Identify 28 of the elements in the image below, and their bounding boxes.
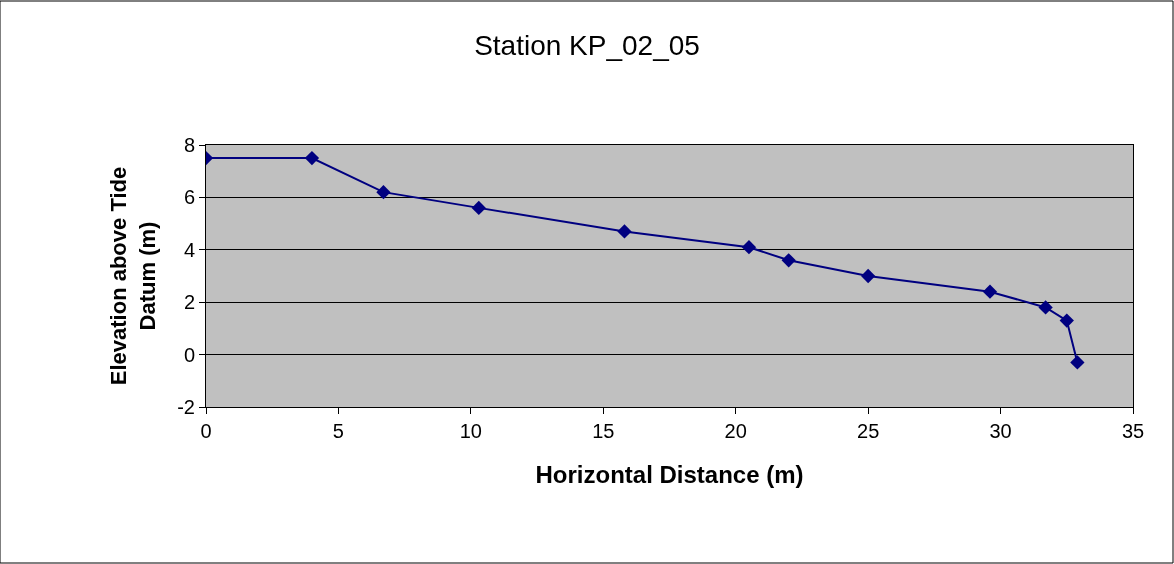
x-tick-label: 35 xyxy=(1121,420,1145,442)
point xyxy=(471,200,486,216)
point xyxy=(1038,300,1053,315)
y-tick-label: -2 xyxy=(177,396,195,418)
x-tick-label: 25 xyxy=(857,420,880,442)
x-tick-label: 20 xyxy=(724,420,747,442)
x-axis-title: Horizontal Distance (m) xyxy=(535,461,804,489)
point xyxy=(617,224,632,239)
point xyxy=(781,253,796,268)
y-tick-label: 0 xyxy=(183,343,195,366)
x-tick-label: 15 xyxy=(592,420,615,442)
chart-title: Station KP_02_05 xyxy=(474,29,700,61)
x-tick-label: 30 xyxy=(989,420,1012,442)
point xyxy=(1059,313,1074,328)
y-axis-title: Elevation above Tide Datum (m) xyxy=(106,166,160,386)
point xyxy=(1070,355,1085,370)
y-tick-label: 4 xyxy=(183,238,195,261)
y-tick-label: 2 xyxy=(183,291,195,314)
point xyxy=(860,268,876,284)
point xyxy=(304,150,320,166)
x-tick-label: 5 xyxy=(332,420,344,442)
y-tick-label: 6 xyxy=(183,186,195,209)
y-tick-label: 8 xyxy=(183,134,195,156)
point xyxy=(376,185,391,200)
point xyxy=(741,240,757,255)
x-tick-label: 0 xyxy=(200,420,212,442)
point xyxy=(982,284,998,299)
x-tick-label: 10 xyxy=(459,420,482,442)
